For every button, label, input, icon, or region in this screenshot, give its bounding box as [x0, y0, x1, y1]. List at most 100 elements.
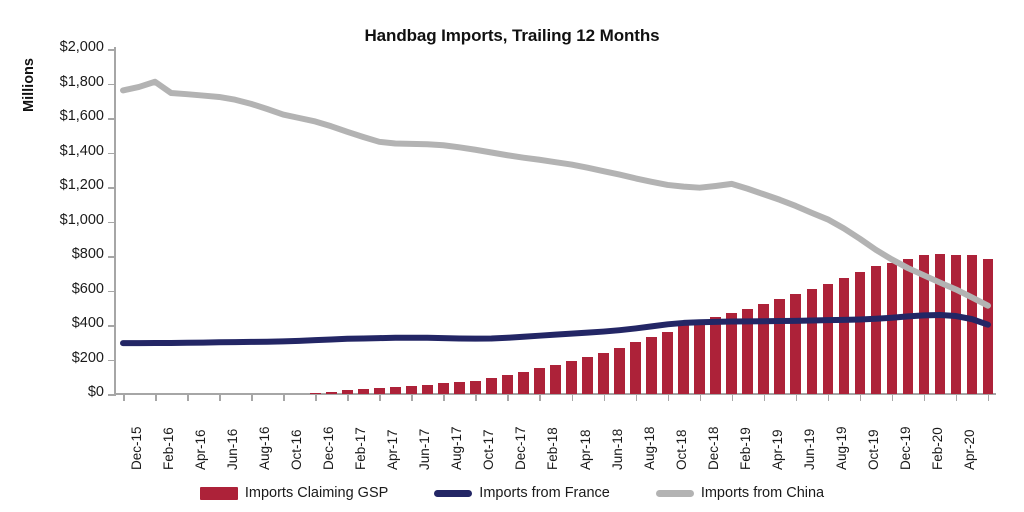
bar [454, 381, 465, 394]
x-axis-tick [987, 394, 990, 401]
bar [918, 254, 930, 394]
legend-label: Imports from China [700, 485, 825, 501]
bar [950, 254, 962, 394]
x-axis-tick-label: Apr-18 [577, 429, 593, 470]
bar [822, 283, 834, 394]
bar [934, 253, 946, 394]
x-axis-tick [443, 394, 445, 401]
y-axis-tick [108, 394, 115, 396]
bar [710, 316, 721, 394]
bar [774, 299, 786, 394]
bar [422, 385, 433, 394]
y-axis-tick-label: $1,400 [59, 142, 104, 159]
y-axis-tick-label: $200 [71, 349, 104, 366]
bar [870, 266, 882, 394]
x-axis-tick [155, 394, 157, 401]
x-axis-tick [123, 394, 125, 401]
y-axis-tick-label: $0 [87, 384, 104, 400]
bar [470, 380, 481, 394]
y-axis-tick-label: $400 [71, 315, 104, 331]
bar [598, 352, 609, 394]
bar [309, 392, 321, 394]
x-axis-tick [763, 394, 766, 401]
x-axis-tick [315, 394, 317, 401]
x-axis-tick-label: Apr-16 [193, 429, 209, 470]
y-axis-tick-label: $600 [71, 280, 104, 297]
bar [806, 289, 818, 394]
x-axis-tick-label: Aug-18 [641, 426, 657, 470]
x-axis-tick [411, 394, 413, 401]
x-axis-tick [827, 394, 830, 401]
x-axis-tick-label: Feb-19 [737, 427, 753, 470]
x-axis-tick-label: Apr-19 [769, 429, 785, 470]
legend-label: Imports Claiming GSP [244, 485, 389, 501]
legend-swatch-icon [434, 489, 473, 497]
legend-item[interactable]: Imports from France [434, 485, 610, 501]
y-axis-tick [108, 221, 115, 223]
x-axis-tick-label: Dec-19 [897, 426, 913, 470]
x-axis-tick [891, 394, 894, 401]
y-axis-tick-label: $1,200 [59, 177, 104, 193]
legend-label: Imports from France [479, 485, 610, 501]
x-axis-tick-label: Dec-15 [129, 426, 144, 470]
bar [678, 325, 689, 394]
y-axis-tick-label: $1,800 [59, 73, 104, 90]
y-axis-tick [108, 118, 115, 120]
x-axis-tick-label: Jun-16 [225, 428, 241, 470]
y-axis-tick [108, 83, 115, 85]
legend-item[interactable]: Imports Claiming GSP [199, 485, 389, 501]
bar [390, 387, 401, 394]
legend-swatch-icon [199, 486, 238, 500]
x-axis-tick-label: Jun-19 [801, 428, 817, 470]
bar [726, 313, 737, 394]
y-axis-tick [108, 187, 115, 189]
x-axis-tick [251, 394, 253, 401]
x-axis-tick [187, 394, 189, 401]
bar [790, 294, 802, 394]
bar [502, 375, 513, 394]
x-axis-tick-label: Aug-19 [833, 426, 849, 470]
y-axis-tick-label: $1,000 [59, 211, 104, 228]
bar [325, 391, 337, 394]
bar [854, 272, 866, 394]
y-axis-tick [108, 152, 115, 154]
bar [694, 319, 705, 394]
x-axis-tick [635, 394, 638, 401]
y-axis-tick [108, 325, 115, 327]
y-axis-tick-label: $1,600 [59, 108, 104, 124]
x-axis-tick [731, 394, 734, 401]
bar [630, 342, 641, 394]
bar [966, 254, 978, 394]
x-axis-tick-label: Jun-17 [417, 428, 433, 470]
x-axis-tick-label: Oct-19 [865, 429, 881, 470]
x-axis-tick-label: Oct-16 [289, 429, 305, 470]
x-axis-tick-label: Aug-16 [257, 426, 273, 470]
x-axis-tick [283, 394, 285, 401]
x-axis-tick-label: Aug-17 [449, 426, 465, 470]
y-axis-tick [108, 290, 115, 292]
x-axis-tick [379, 394, 381, 401]
bar [582, 357, 593, 394]
chart-legend: Imports Claiming GSP Imports from France I… [0, 480, 1024, 506]
x-axis-tick-label: Feb-18 [545, 427, 561, 470]
x-axis-tick-label: Apr-20 [961, 429, 977, 470]
line-imports-from-france [120, 312, 991, 347]
x-axis-tick [347, 394, 349, 401]
x-axis-tick-label: Jun-18 [609, 428, 625, 470]
bar [534, 368, 545, 394]
legend-item[interactable]: Imports from China [655, 485, 825, 501]
bar [374, 388, 385, 394]
x-axis-tick [795, 394, 798, 401]
bar [357, 389, 369, 394]
x-axis-tick-label: Apr-17 [385, 429, 401, 470]
bar [550, 365, 561, 394]
line-imports-from-china [120, 78, 991, 309]
x-axis-tick [507, 394, 509, 401]
x-axis-tick [699, 394, 702, 401]
y-axis-labels: $0 $200 $400 $600 $800 $1,000 $1,200 $1,400 $1,6… [0, 0, 104, 512]
y-axis-tick [108, 49, 115, 51]
x-axis-tick [475, 394, 477, 401]
x-axis-tick-label: Oct-17 [481, 429, 497, 470]
bar [886, 262, 898, 394]
